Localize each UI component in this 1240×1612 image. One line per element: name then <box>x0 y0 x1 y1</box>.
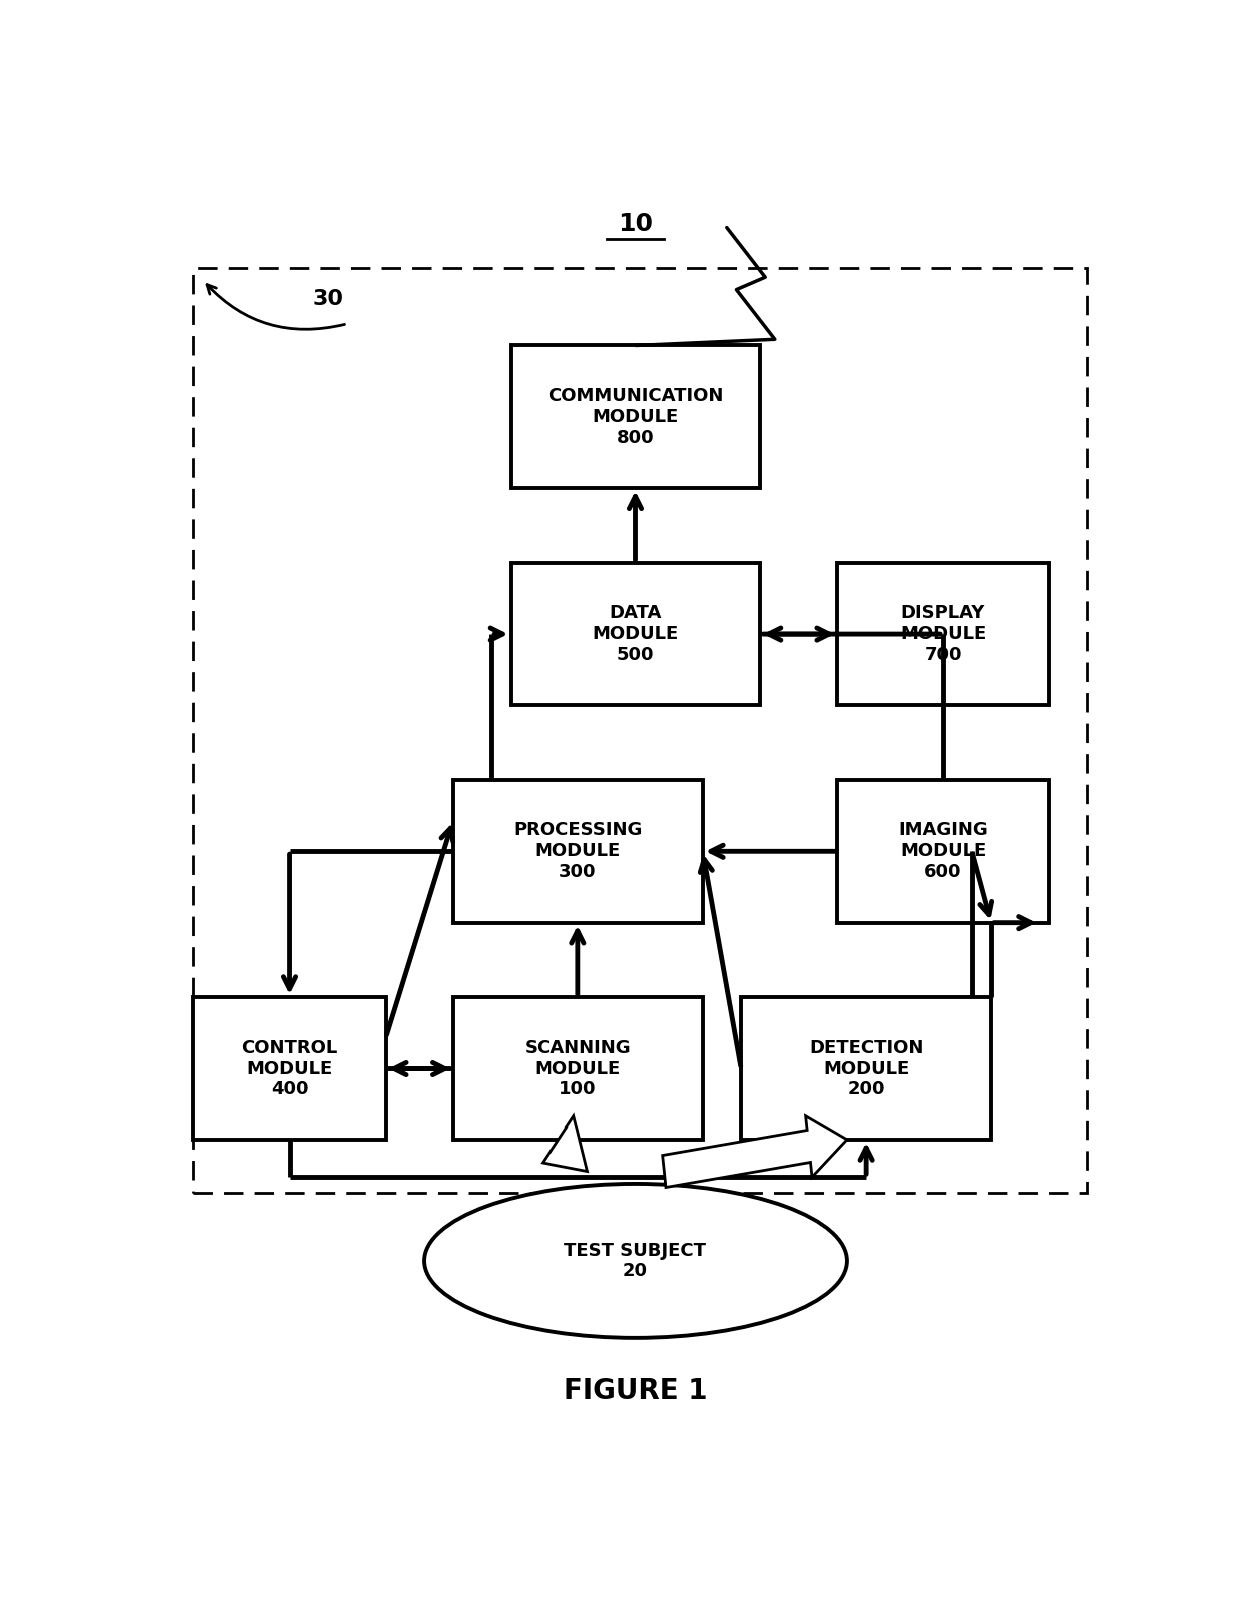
Text: DATA
MODULE
500: DATA MODULE 500 <box>593 604 678 664</box>
FancyBboxPatch shape <box>193 998 386 1140</box>
Text: 10: 10 <box>618 213 653 237</box>
Text: TEST SUBJECT
20: TEST SUBJECT 20 <box>564 1241 707 1280</box>
Text: FIGURE 1: FIGURE 1 <box>564 1377 707 1406</box>
Text: COMMUNICATION
MODULE
800: COMMUNICATION MODULE 800 <box>548 387 723 447</box>
Text: CONTROL
MODULE
400: CONTROL MODULE 400 <box>242 1038 337 1098</box>
Text: IMAGING
MODULE
600: IMAGING MODULE 600 <box>898 822 988 882</box>
FancyBboxPatch shape <box>837 563 1049 706</box>
Polygon shape <box>662 1116 847 1188</box>
FancyBboxPatch shape <box>742 998 991 1140</box>
FancyBboxPatch shape <box>453 998 703 1140</box>
Text: PROCESSING
MODULE
300: PROCESSING MODULE 300 <box>513 822 642 882</box>
Text: 30: 30 <box>312 289 343 310</box>
FancyBboxPatch shape <box>511 345 760 488</box>
Text: SCANNING
MODULE
100: SCANNING MODULE 100 <box>525 1038 631 1098</box>
Text: DETECTION
MODULE
200: DETECTION MODULE 200 <box>808 1038 924 1098</box>
Polygon shape <box>543 1116 588 1172</box>
FancyBboxPatch shape <box>453 780 703 922</box>
Ellipse shape <box>424 1183 847 1338</box>
Bar <box>193 268 1087 1193</box>
Text: DISPLAY
MODULE
700: DISPLAY MODULE 700 <box>900 604 986 664</box>
FancyBboxPatch shape <box>511 563 760 706</box>
FancyBboxPatch shape <box>837 780 1049 922</box>
